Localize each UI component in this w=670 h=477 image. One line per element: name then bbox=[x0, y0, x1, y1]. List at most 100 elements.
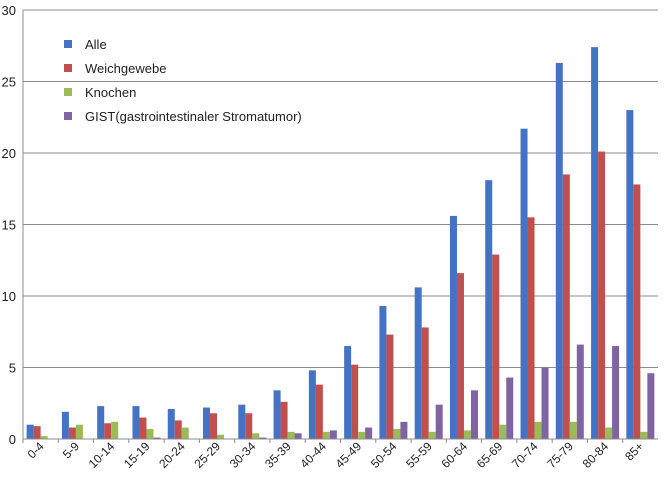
x-tick-label: 60-64 bbox=[438, 439, 470, 471]
y-tick-label: 15 bbox=[2, 218, 16, 233]
bar-weichgewebe-85+ bbox=[633, 184, 641, 439]
bar-alle-45-49 bbox=[344, 346, 352, 439]
bar-knochen-15-19 bbox=[146, 428, 154, 439]
y-tick-label: 25 bbox=[2, 75, 16, 90]
bar-alle-80-84 bbox=[591, 47, 599, 440]
bar-gist-gastrointestinaler-stromatumor-40-44 bbox=[329, 430, 337, 439]
bar-weichgewebe-25-29 bbox=[210, 413, 218, 439]
bar-alle-35-39 bbox=[273, 390, 281, 439]
bar-weichgewebe-15-19 bbox=[139, 417, 147, 439]
x-tick-label: 45-49 bbox=[333, 439, 365, 471]
bar-knochen-10-14 bbox=[111, 421, 119, 439]
bar-gist-gastrointestinaler-stromatumor-35-39 bbox=[294, 433, 302, 439]
bar-alle-55-59 bbox=[414, 287, 422, 439]
y-tick-label: 0 bbox=[9, 432, 16, 447]
x-tick-label: 85+ bbox=[622, 439, 646, 463]
bar-knochen-30-34 bbox=[252, 433, 260, 439]
x-tick-label: 25-29 bbox=[192, 439, 224, 471]
bar-alle-5-9 bbox=[61, 411, 69, 439]
bar-alle-60-64 bbox=[449, 215, 457, 439]
bar-alle-0-4 bbox=[26, 424, 34, 439]
x-tick-label: 55-59 bbox=[403, 439, 435, 471]
bar-knochen-85+ bbox=[640, 431, 648, 439]
bar-knochen-60-64 bbox=[463, 430, 471, 439]
bar-gist-gastrointestinaler-stromatumor-80-84 bbox=[612, 346, 620, 439]
legend-swatch bbox=[64, 40, 72, 48]
x-tick-label: 5-9 bbox=[60, 439, 82, 461]
bar-gist-gastrointestinaler-stromatumor-55-59 bbox=[435, 404, 443, 439]
bar-gist-gastrointestinaler-stromatumor-70-74 bbox=[541, 367, 549, 439]
x-tick-label: 10-14 bbox=[86, 439, 118, 471]
bar-weichgewebe-75-79 bbox=[562, 174, 570, 439]
bar-weichgewebe-5-9 bbox=[68, 427, 76, 439]
bar-knochen-20-24 bbox=[181, 427, 189, 439]
x-tick-label: 30-34 bbox=[227, 439, 259, 471]
legend-swatch bbox=[64, 88, 72, 96]
bar-weichgewebe-80-84 bbox=[598, 151, 606, 439]
legend-label: Knochen bbox=[85, 85, 136, 100]
bar-knochen-55-59 bbox=[428, 431, 436, 439]
bar-gist-gastrointestinaler-stromatumor-60-64 bbox=[470, 390, 478, 439]
bar-weichgewebe-20-24 bbox=[174, 420, 182, 439]
x-tick-label: 80-84 bbox=[580, 439, 612, 471]
x-tick-label: 50-54 bbox=[368, 439, 400, 471]
bar-weichgewebe-65-69 bbox=[492, 254, 500, 439]
bar-weichgewebe-60-64 bbox=[456, 273, 464, 439]
bar-alle-40-44 bbox=[308, 370, 316, 439]
bar-weichgewebe-55-59 bbox=[421, 327, 429, 439]
bar-alle-85+ bbox=[626, 110, 634, 439]
bar-weichgewebe-10-14 bbox=[104, 423, 112, 439]
legend: Alle Weichgewebe Knochen GIST(gastrointesti… bbox=[64, 37, 302, 124]
bar-weichgewebe-30-34 bbox=[245, 413, 253, 439]
bars bbox=[26, 47, 655, 440]
bar-knochen-80-84 bbox=[605, 427, 613, 439]
bar-alle-20-24 bbox=[167, 408, 175, 439]
x-tick-label: 75-79 bbox=[544, 439, 576, 471]
bar-alle-70-74 bbox=[520, 128, 528, 439]
legend-label: GIST(gastrointestinaler Stromatumor) bbox=[85, 109, 302, 124]
x-tick-label: 15-19 bbox=[121, 439, 153, 471]
bar-alle-65-69 bbox=[485, 180, 493, 440]
bar-knochen-5-9 bbox=[75, 424, 83, 439]
bar-knochen-70-74 bbox=[534, 421, 542, 439]
bar-alle-15-19 bbox=[132, 406, 140, 439]
y-tick-label: 30 bbox=[2, 3, 16, 18]
bar-knochen-35-39 bbox=[287, 431, 295, 439]
bar-gist-gastrointestinaler-stromatumor-15-19 bbox=[153, 437, 161, 439]
bar-knochen-65-69 bbox=[499, 424, 507, 439]
bar-gist-gastrointestinaler-stromatumor-45-49 bbox=[365, 427, 373, 439]
x-tick-label: 70-74 bbox=[509, 439, 541, 471]
bar-knochen-40-44 bbox=[322, 431, 330, 439]
x-tick-label: 20-24 bbox=[156, 439, 188, 471]
legend-swatch bbox=[64, 112, 72, 120]
bar-knochen-50-54 bbox=[393, 428, 401, 439]
bar-gist-gastrointestinaler-stromatumor-65-69 bbox=[506, 377, 514, 439]
bar-alle-30-34 bbox=[238, 404, 246, 439]
y-tick-label: 5 bbox=[9, 361, 16, 376]
bar-knochen-45-49 bbox=[358, 431, 366, 439]
gridlines bbox=[23, 9, 658, 368]
legend-label: Weichgewebe bbox=[85, 61, 166, 76]
bar-weichgewebe-40-44 bbox=[315, 384, 323, 439]
x-tick-label: 40-44 bbox=[297, 439, 329, 471]
x-tick-label: 65-69 bbox=[474, 439, 506, 471]
bar-gist-gastrointestinaler-stromatumor-75-79 bbox=[576, 344, 584, 439]
legend-label: Alle bbox=[85, 37, 107, 52]
x-axis: 0-4 5-9 10-14 15-19 20-24 25-29 30-34 35-39 40-4… bbox=[22, 438, 658, 471]
bar-gist-gastrointestinaler-stromatumor-85+ bbox=[647, 373, 655, 439]
y-tick-label: 10 bbox=[2, 289, 16, 304]
bar-alle-25-29 bbox=[203, 407, 211, 439]
x-tick-label: 35-39 bbox=[262, 439, 294, 471]
bar-gist-gastrointestinaler-stromatumor-50-54 bbox=[400, 421, 408, 439]
bar-alle-50-54 bbox=[379, 306, 387, 439]
bar-weichgewebe-70-74 bbox=[527, 217, 535, 439]
y-tick-label: 20 bbox=[2, 146, 16, 161]
x-tick-label: 0-4 bbox=[25, 439, 47, 461]
bar-weichgewebe-35-39 bbox=[280, 401, 288, 439]
bar-knochen-0-4 bbox=[40, 436, 48, 439]
bar-weichgewebe-0-4 bbox=[33, 426, 41, 439]
bar-alle-10-14 bbox=[97, 406, 105, 439]
bar-alle-75-79 bbox=[555, 62, 563, 439]
bar-knochen-75-79 bbox=[569, 421, 577, 439]
